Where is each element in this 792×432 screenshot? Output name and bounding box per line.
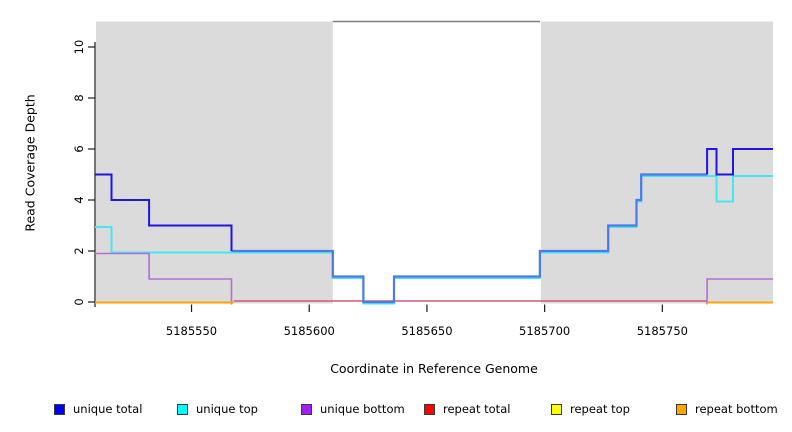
- y-tick-label: 2: [72, 247, 86, 255]
- y-axis-title: Read Coverage Depth: [22, 94, 38, 232]
- x-tick-label: 5185750: [636, 324, 688, 338]
- x-axis-title: Coordinate in Reference Genome: [330, 361, 538, 376]
- y-tick-label: 10: [72, 39, 86, 55]
- x-tick-label: 5185550: [165, 324, 218, 338]
- x-tick-label: 5185650: [401, 324, 453, 338]
- unique-total-line-left: [95, 173, 233, 251]
- legend-item: repeat top: [551, 400, 630, 418]
- legend-label: repeat total: [443, 402, 511, 416]
- legend-swatch-icon: [551, 403, 562, 415]
- shaded-region: [540, 21, 773, 304]
- legend: unique total unique top unique bottom repea…: [0, 400, 792, 420]
- legend-item: repeat bottom: [676, 400, 778, 418]
- legend-swatch-icon: [424, 403, 435, 415]
- plot-canvas: [88, 20, 773, 312]
- legend-swatch-icon: [676, 403, 687, 415]
- y-tick-label: 6: [72, 145, 86, 153]
- unique-total-line-right: [706, 148, 773, 176]
- legend-label: repeat top: [570, 402, 630, 416]
- legend-item: unique top: [177, 400, 258, 418]
- unique-total-line-overlap: [231, 173, 708, 304]
- legend-label: unique bottom: [320, 402, 405, 416]
- legend-item: unique bottom: [301, 400, 405, 418]
- legend-item: unique total: [54, 400, 142, 418]
- legend-swatch-icon: [54, 403, 65, 415]
- y-tick-label: 8: [72, 94, 86, 102]
- x-tick-label: 5185600: [283, 324, 335, 338]
- shaded-region: [96, 21, 333, 304]
- y-tick-label: 4: [72, 196, 86, 204]
- legend-swatch-icon: [301, 403, 312, 415]
- legend-label: unique top: [196, 402, 258, 416]
- legend-label: repeat bottom: [695, 402, 778, 416]
- legend-label: unique total: [73, 402, 143, 416]
- legend-swatch-icon: [177, 403, 188, 415]
- x-tick-label: 5185700: [519, 324, 571, 338]
- y-tick-label: 0: [72, 298, 86, 306]
- unique-bottom-line-left: [95, 252, 233, 305]
- legend-item: repeat total: [424, 400, 510, 418]
- unique-bottom-line-right: [706, 278, 773, 305]
